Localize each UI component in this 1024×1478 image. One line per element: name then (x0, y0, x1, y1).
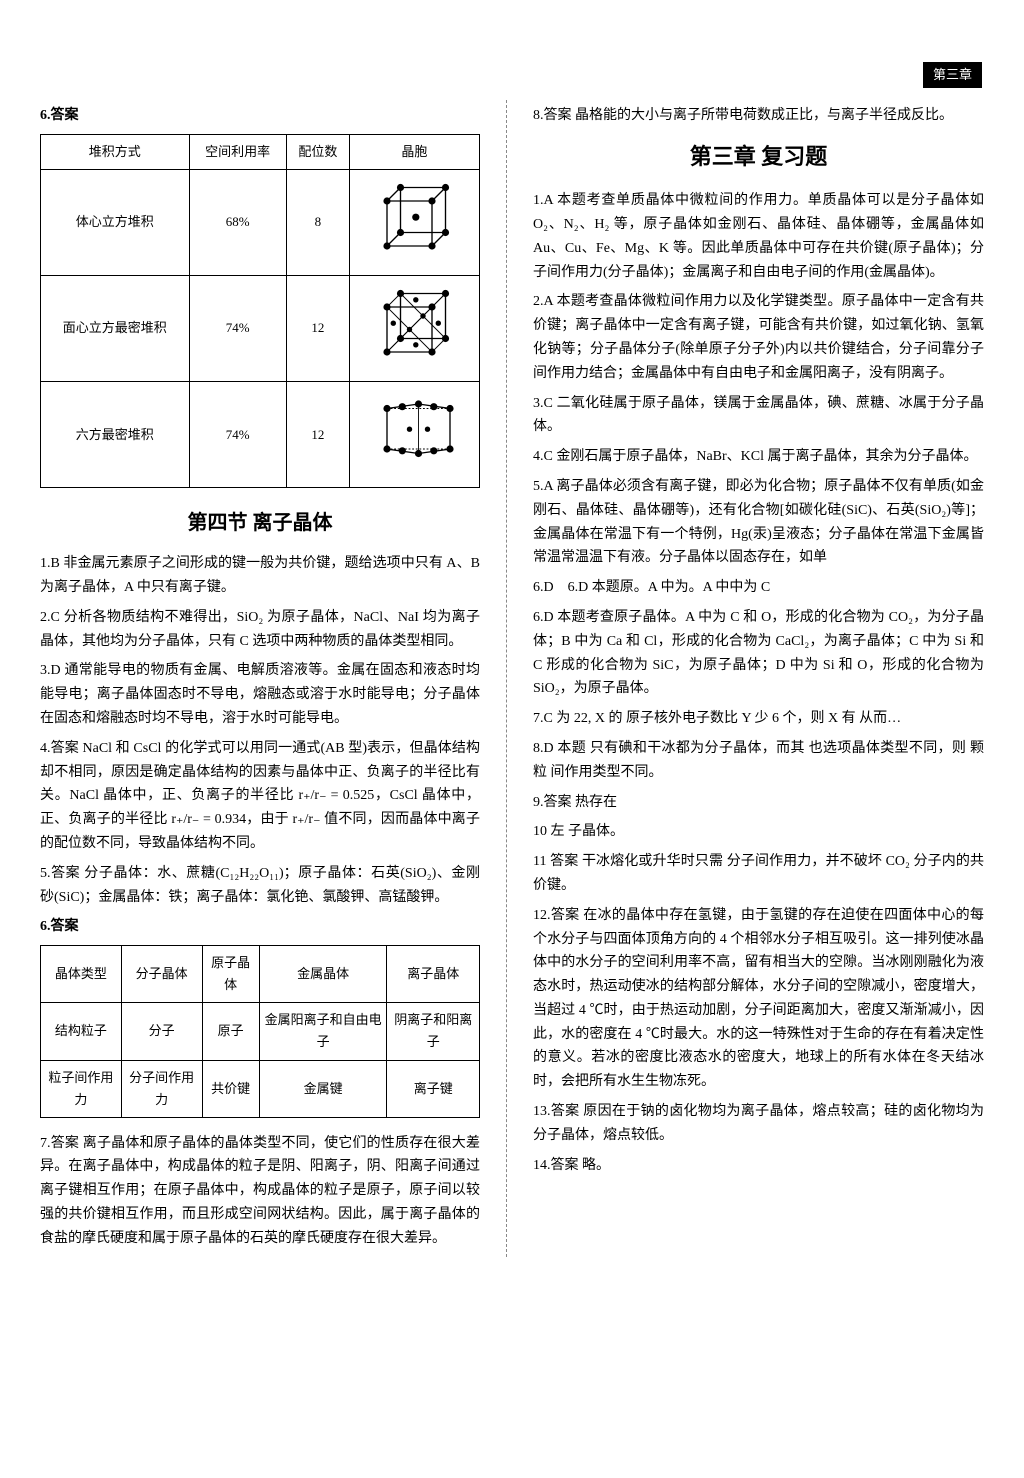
left-q4: 4.答案 NaCl 和 CsCl 的化学式可以用同一通式(AB 型)表示，但晶体… (40, 737, 480, 856)
r11: 11 答案 干冰熔化或升华时只需 分子间作用力，并不破坏 CO₂ 分子内的共价键… (533, 850, 984, 898)
table-header-row: 晶体类型 分子晶体 原子晶体 金属晶体 离子晶体 (41, 946, 480, 1003)
fcc-icon (369, 280, 459, 370)
q5-text: 5.答案 分子晶体：水、蔗糖(C₁₂H₂₂O₁₁)；原子晶体：石英(SiO₂)、… (40, 862, 480, 910)
cell-method: 六方最密堆积 (41, 382, 190, 488)
col-cell: 晶胞 (349, 134, 479, 169)
left-q2: 2.C 分析各物质结构不难得出，SiO₂ 为原子晶体，NaCl、NaI 均为离子… (40, 606, 480, 654)
q7-text: 7.答案 离子晶体和原子晶体的晶体类型不同，使它们的性质存在很大差异。在离子晶体… (40, 1132, 480, 1251)
left-q7: 7.答案 离子晶体和原子晶体的晶体类型不同，使它们的性质存在很大差异。在离子晶体… (40, 1132, 480, 1251)
t2h1: 分子晶体 (121, 946, 202, 1003)
table-row: 体心立方堆积 68% 8 (41, 169, 480, 275)
chapter-tab: 第三章 (923, 62, 982, 88)
t2h3: 金属晶体 (259, 946, 387, 1003)
table-row: 结构粒子 分子 原子 金属阳离子和自由电子 阴离子和阳离子 (41, 1003, 480, 1060)
column-divider (506, 100, 507, 1257)
t2r2c0: 粒子间作用力 (41, 1060, 122, 1117)
q4-text: 4.答案 NaCl 和 CsCl 的化学式可以用同一通式(AB 型)表示，但晶体… (40, 737, 480, 856)
right-column: 8.答案 晶格能的大小与离子所带电荷数成正比，与离子半径成反比。 第三章 复习题… (533, 100, 984, 1257)
r4: 4.C 金刚石属于原子晶体，NaBr、KCl 属于离子晶体，其余为分子晶体。 (533, 445, 984, 469)
cell-method: 面心立方最密堆积 (41, 275, 190, 381)
chapter-review-title: 第三章 复习题 (533, 138, 984, 175)
r6c: 6.D 本题考查原子晶体。A 中为 C 和 O，形成的化合物为 CO₂，为分子晶… (533, 606, 984, 701)
t2r2c3: 金属键 (259, 1060, 387, 1117)
r14: 14.答案 略。 (533, 1154, 984, 1178)
q3-text: 3.D 通常能导电的物质有金属、电解质溶液等。金属在固态和液态时均能导电；离子晶… (40, 659, 480, 730)
left-q3: 3.D 通常能导电的物质有金属、电解质溶液等。金属在固态和液态时均能导电；离子晶… (40, 659, 480, 730)
section-4-title: 第四节 离子晶体 (40, 506, 480, 540)
q2-text: 2.C 分析各物质结构不难得出，SiO₂ 为原子晶体，NaCl、NaI 均为离子… (40, 606, 480, 654)
cell-coord: 8 (286, 169, 349, 275)
left-column: 6.答案 堆积方式 空间利用率 配位数 晶胞 体心立方堆积 68% 8 (40, 100, 480, 1257)
q6-label: 6.答案 (40, 104, 480, 128)
left-q1: 1.B 非金属元素原子之间形成的键一般为共价键，题给选项中只有 A、B 为离子晶… (40, 552, 480, 600)
t2r1c1: 分子 (121, 1003, 202, 1060)
r9: 9.答案 热存在 (533, 791, 984, 815)
t2r1c0: 结构粒子 (41, 1003, 122, 1060)
left-q5: 5.答案 分子晶体：水、蔗糖(C₁₂H₂₂O₁₁)；原子晶体：石英(SiO₂)、… (40, 862, 480, 910)
cell-diagram-fcc (349, 275, 479, 381)
col-method: 堆积方式 (41, 134, 190, 169)
cell-diagram-hcp (349, 382, 479, 488)
r6a: 6.D 6.D 本题原。A 中为。A 中中为 C (533, 576, 984, 600)
table-row: 面心立方最密堆积 74% 12 (41, 275, 480, 381)
t2h2: 原子晶体 (202, 946, 259, 1003)
t2r2c1: 分子间作用力 (121, 1060, 202, 1117)
t2r1c2: 原子 (202, 1003, 259, 1060)
q1-text: 1.B 非金属元素原子之间形成的键一般为共价键，题给选项中只有 A、B 为离子晶… (40, 552, 480, 600)
cell-coord: 12 (286, 275, 349, 381)
r10: 10 左 子晶体。 (533, 820, 984, 844)
hcp-icon (369, 386, 459, 476)
col-rate: 空间利用率 (189, 134, 286, 169)
crystal-type-table: 晶体类型 分子晶体 原子晶体 金属晶体 离子晶体 结构粒子 分子 原子 金属阳离… (40, 945, 480, 1118)
t2r2c4: 离子键 (387, 1060, 480, 1117)
table-header-row: 堆积方式 空间利用率 配位数 晶胞 (41, 134, 480, 169)
cell-coord: 12 (286, 382, 349, 488)
cell-diagram-bcc (349, 169, 479, 275)
cell-rate: 74% (189, 275, 286, 381)
r2: 2.A 本题考查晶体微粒间作用力以及化学键类型。原子晶体中一定含有共价键；离子晶… (533, 290, 984, 385)
t2r1c3: 金属阳离子和自由电子 (259, 1003, 387, 1060)
q6b-label: 6.答案 (40, 915, 480, 939)
r12: 12.答案 在冰的晶体中存在氢键，由于氢键的存在迫使在四面体中心的每个水分子与四… (533, 904, 984, 1094)
right-q8: 8.答案 晶格能的大小与离子所带电荷数成正比，与离子半径成反比。 (533, 104, 984, 128)
col-coord: 配位数 (286, 134, 349, 169)
t2r2c2: 共价键 (202, 1060, 259, 1117)
t2r1c4: 阴离子和阳离子 (387, 1003, 480, 1060)
r3: 3.C 二氧化硅属于原子晶体，镁属于金属晶体，碘、蔗糖、冰属于分子晶体。 (533, 392, 984, 440)
page-content: 6.答案 堆积方式 空间利用率 配位数 晶胞 体心立方堆积 68% 8 (0, 0, 1024, 1297)
table-row: 粒子间作用力 分子间作用力 共价键 金属键 离子键 (41, 1060, 480, 1117)
t2h4: 离子晶体 (387, 946, 480, 1003)
r7: 7.C 为 22, X 的 原子核外电子数比 Y 少 6 个，则 X 有 从而… (533, 707, 984, 731)
bcc-icon (369, 174, 459, 264)
cell-rate: 68% (189, 169, 286, 275)
r8: 8.D 本题 只有碘和干冰都为分子晶体，而其 也选项晶体类型不同，则 颗粒 间作… (533, 737, 984, 785)
t2h0: 晶体类型 (41, 946, 122, 1003)
r5: 5.A 离子晶体必须含有离子键，即必为化合物；原子晶体不仅有单质(如金刚石、晶体… (533, 475, 984, 570)
cell-rate: 74% (189, 382, 286, 488)
cell-method: 体心立方堆积 (41, 169, 190, 275)
packing-table: 堆积方式 空间利用率 配位数 晶胞 体心立方堆积 68% 8 (40, 134, 480, 488)
table-row: 六方最密堆积 74% 12 (41, 382, 480, 488)
r1: 1.A 本题考查单质晶体中微粒间的作用力。单质晶体可以是分子晶体如 O₂、N₂、… (533, 189, 984, 284)
r13: 13.答案 原因在于钠的卤化物均为离子晶体，熔点较高；硅的卤化物均为分子晶体，熔… (533, 1100, 984, 1148)
